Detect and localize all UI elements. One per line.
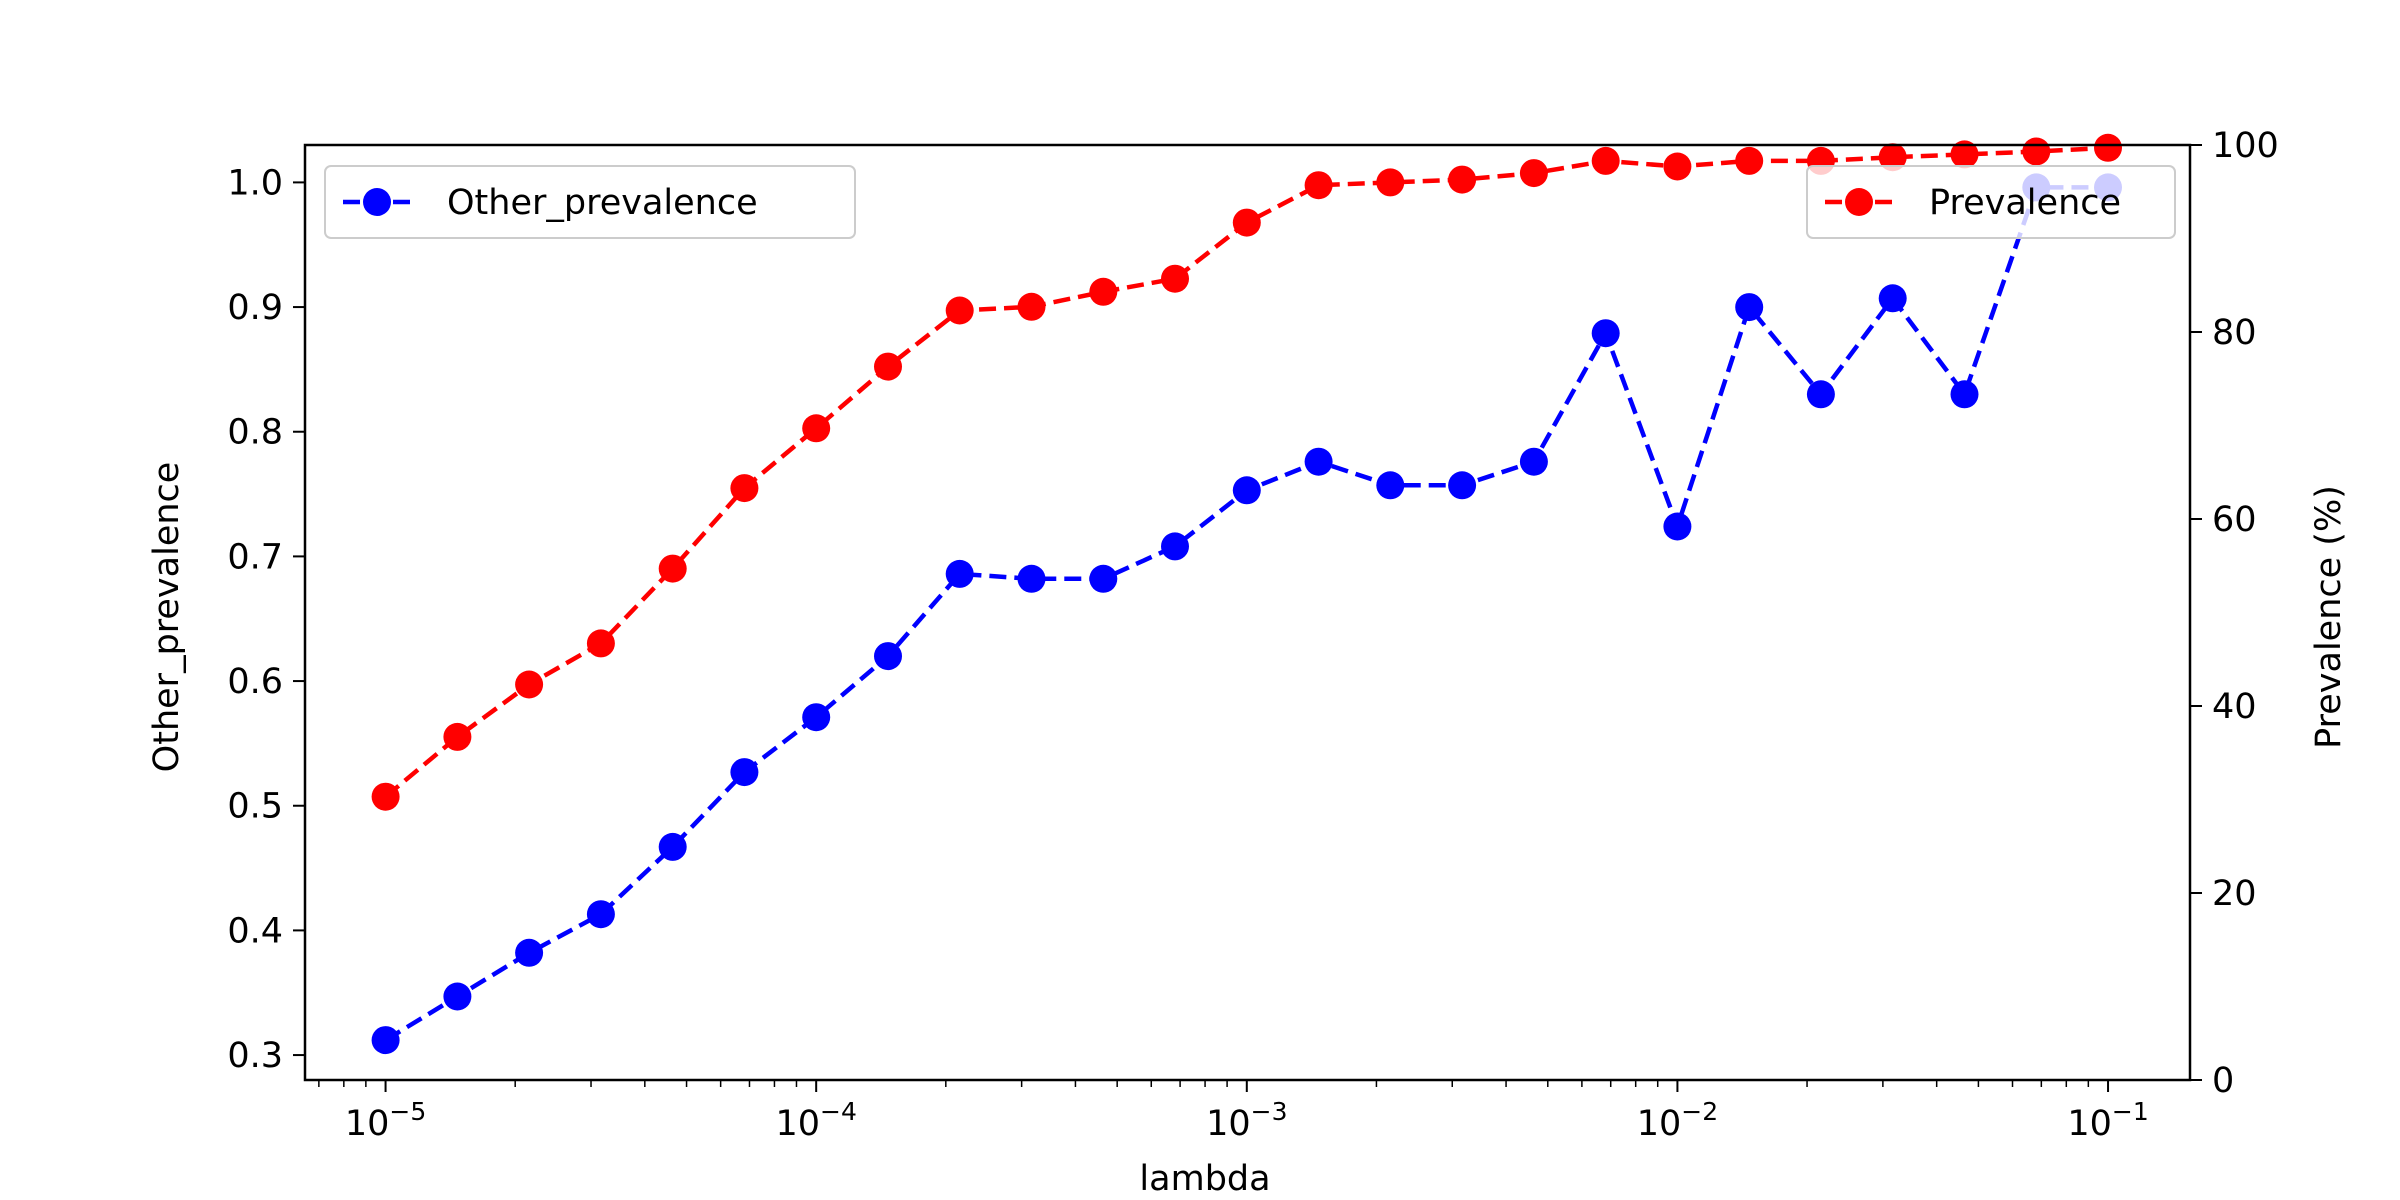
data-point [1878, 284, 1907, 313]
data-point [1376, 168, 1405, 197]
series-line [384, 145, 2109, 799]
data-point [371, 1026, 400, 1055]
x-tick-label: 10−1 [2067, 1097, 2148, 1144]
legend-marker [1845, 188, 1873, 216]
data-point [1448, 471, 1477, 500]
data-point [1089, 277, 1118, 306]
data-point [1519, 447, 1548, 476]
data-point [1448, 165, 1477, 194]
right-y-tick-label: 60 [2212, 500, 2257, 540]
data-point [1663, 152, 1692, 181]
data-point [945, 559, 974, 588]
x-tick-label: 10−2 [1637, 1097, 1718, 1144]
data-point [1017, 292, 1046, 321]
axes: 10−5 10−4 10−3 10−2 10−1 0.3 0.4 0.5 0.6 0.7 0.8 0.… [227, 126, 2278, 1144]
data-point [1591, 319, 1620, 348]
data-point [443, 982, 472, 1011]
data-point [874, 352, 902, 381]
right-y-tick-label: 100 [2212, 126, 2279, 166]
data-point [1161, 532, 1189, 561]
legend-box [1806, 165, 2176, 239]
data-point [1878, 143, 1907, 172]
left-y-axis-label: Other_prevalence [147, 462, 187, 773]
data-point [371, 782, 400, 811]
right-y-tick-label: 20 [2212, 874, 2257, 914]
data-point [1304, 171, 1333, 200]
data-point [658, 832, 687, 861]
legend-box [324, 165, 856, 239]
left-y-tick-label: 0.8 [227, 413, 283, 453]
data-point [1950, 380, 1979, 409]
left-y-tick-label: 0.3 [227, 1036, 283, 1076]
left-y-tick-label: 0.9 [227, 288, 283, 328]
legends: Other_prevalence Prevalence [324, 165, 2176, 239]
legend-marker [363, 188, 391, 216]
data-point [515, 670, 544, 699]
x-tick-label: 10−3 [1206, 1097, 1287, 1144]
data-point [1376, 471, 1405, 500]
data-point [1806, 380, 1835, 409]
data-point [1591, 146, 1620, 175]
left-y-tick-label: 1.0 [227, 163, 283, 203]
data-point [945, 296, 974, 325]
right-y-tick-label: 0 [2212, 1061, 2234, 1101]
data-point [2094, 133, 2122, 162]
data-point [1232, 208, 1261, 237]
x-axis-label: lambda [1139, 1159, 1270, 1199]
data-point [1161, 264, 1189, 293]
x-tick-label: 10−4 [775, 1097, 856, 1144]
data-point [1089, 564, 1118, 593]
data-point [1017, 564, 1046, 593]
data-point [802, 414, 831, 443]
data-point [874, 642, 902, 671]
left-y-tick-label: 0.4 [227, 911, 283, 951]
data-point [730, 474, 759, 503]
data-point [730, 758, 759, 787]
data-point [1735, 293, 1764, 322]
left-y-tick-label: 0.6 [227, 662, 283, 702]
series-other_prevalence [371, 173, 2122, 1055]
data-point [1950, 140, 1979, 169]
legend-prevalence: Prevalence [1806, 165, 2176, 239]
data-point [1735, 146, 1764, 175]
legend-other-prevalence: Other_prevalence [324, 165, 856, 239]
data-point [802, 703, 831, 732]
plot-area [371, 133, 2122, 1055]
right-y-tick-label: 40 [2212, 687, 2257, 727]
data-point [1232, 476, 1261, 505]
right-y-tick-label: 80 [2212, 313, 2257, 353]
plot-frame [303, 143, 2192, 1082]
series-prevalence [371, 133, 2122, 811]
right-y-axis-label: Prevalence (%) [2309, 485, 2349, 749]
data-point [1304, 447, 1333, 476]
data-point [586, 900, 615, 929]
legend-label: Other_prevalence [447, 183, 758, 223]
data-point [515, 938, 544, 967]
data-point [1663, 512, 1692, 541]
left-y-tick-label: 0.5 [227, 787, 283, 827]
data-point [586, 629, 615, 658]
data-point [1519, 159, 1548, 188]
series-line [384, 185, 2108, 1043]
data-point [658, 554, 687, 583]
legend-label: Prevalence [1929, 183, 2121, 223]
left-y-tick-label: 0.7 [227, 537, 283, 577]
data-point [2022, 137, 2051, 166]
data-point [443, 722, 472, 751]
x-tick-label: 10−5 [345, 1097, 426, 1144]
